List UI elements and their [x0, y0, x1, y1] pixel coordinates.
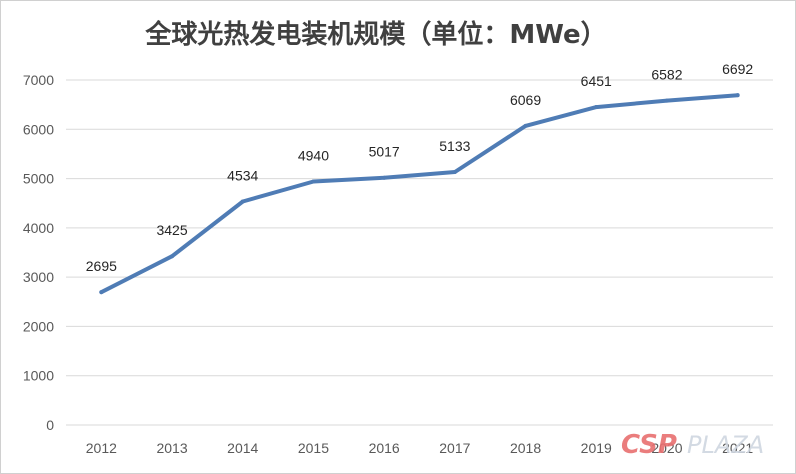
- watermark-brand: CSP: [621, 430, 677, 460]
- x-tick-label: 2019: [581, 440, 612, 456]
- data-label: 2695: [86, 258, 117, 274]
- data-label: 5133: [439, 138, 470, 154]
- y-tick-label: 6000: [23, 121, 54, 137]
- y-tick-label: 5000: [23, 171, 54, 187]
- data-point: [99, 290, 104, 295]
- x-tick-label: 2013: [156, 440, 187, 456]
- y-tick-label: 0: [46, 417, 54, 433]
- x-tick-label: 2012: [86, 440, 117, 456]
- series-line: [99, 93, 740, 295]
- data-label: 4534: [227, 168, 258, 184]
- data-point: [382, 175, 387, 180]
- y-tick-label: 3000: [23, 269, 54, 285]
- data-label: 6692: [722, 61, 753, 77]
- data-label: 5017: [369, 144, 400, 160]
- x-tick-label: 2021: [722, 440, 753, 456]
- chart-title: 全球光热发电装机规模（单位：MWe）: [144, 19, 606, 50]
- data-label: 6069: [510, 92, 541, 108]
- data-point: [452, 170, 457, 175]
- y-tick-label: 2000: [23, 318, 54, 334]
- x-tick-label: 2015: [298, 440, 329, 456]
- watermark: CSP PLAZA: [621, 430, 764, 460]
- x-tick-label: 2020: [651, 440, 682, 456]
- data-point: [664, 98, 669, 103]
- x-tick-label: 2017: [439, 440, 470, 456]
- x-tick-label: 2018: [510, 440, 541, 456]
- x-tick-label: 2014: [227, 440, 258, 456]
- x-axis-ticks: 2012 2013 2014 2015 2016 2017 2018 2019 2020 2021: [86, 440, 754, 456]
- y-tick-label: 7000: [23, 72, 54, 88]
- data-point: [523, 123, 528, 128]
- data-point: [240, 199, 245, 204]
- series-layer: [99, 93, 740, 295]
- y-tick-label: 1000: [23, 368, 54, 384]
- data-point: [311, 179, 316, 184]
- data-label: 6582: [651, 67, 682, 83]
- gridlines: [66, 79, 773, 426]
- y-tick-label: 4000: [23, 220, 54, 236]
- data-point: [170, 254, 175, 259]
- data-point: [594, 105, 599, 110]
- y-axis-ticks: 0 1000 2000 3000 4000 5000 6000 7000: [23, 72, 54, 433]
- watermark-suffix: PLAZA: [687, 431, 764, 459]
- data-label: 6451: [581, 73, 612, 89]
- data-label: 3425: [156, 222, 187, 238]
- data-label: 4940: [298, 148, 329, 164]
- x-tick-label: 2016: [369, 440, 400, 456]
- data-labels: 2695 3425 4534 4940 5017 5133 6069 6451 6582 6692: [86, 61, 754, 274]
- data-point: [735, 93, 740, 98]
